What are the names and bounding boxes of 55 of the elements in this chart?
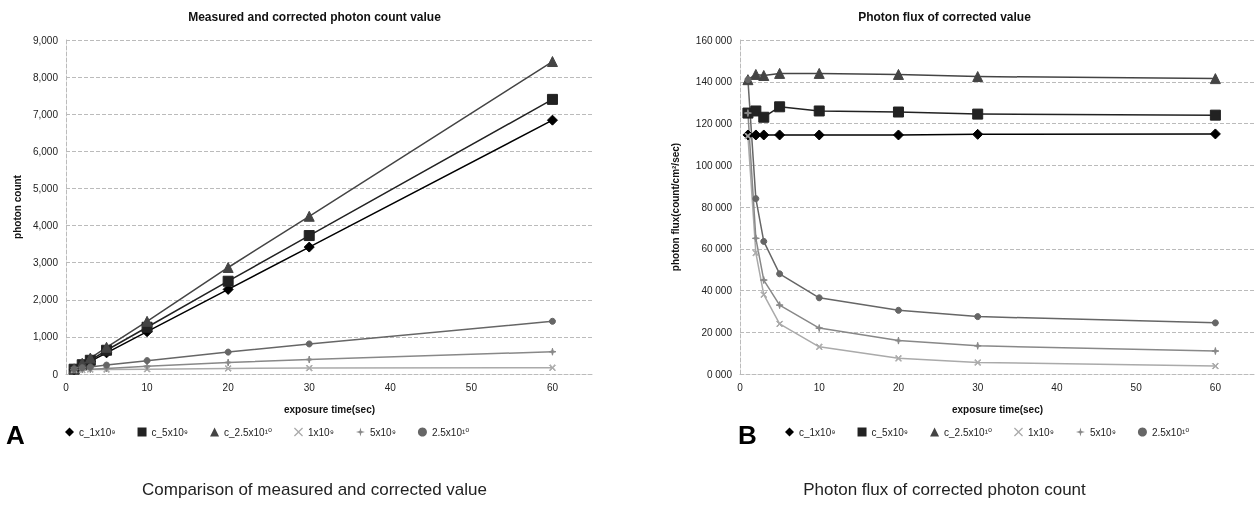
legend-label: c_1x10⁹ [79,426,116,438]
text: B [738,420,757,450]
y-tick-label: 2,000 [32,294,59,306]
legend-label: 1x10⁹ [1027,426,1054,438]
x-tick-label: 60 [1209,381,1222,393]
legend-label: c_5x10⁹ [871,426,909,438]
x-tick-label: 30 [303,381,316,393]
x-tick-label: 10 [813,381,826,393]
x-axis-title: exposure time(sec) [283,403,376,415]
y-axis-title: photon count [11,174,23,239]
y-tick-label: 140 000 [695,76,733,88]
legend-label: c_1x10⁹ [799,426,836,438]
text: A [6,420,25,450]
x-tick-label: 40 [1051,381,1063,393]
y-tick-label: 0 000 [706,368,733,380]
legend-label: 5x10⁹ [369,426,396,438]
y-tick-label: 7,000 [32,108,59,120]
y-tick-label: 40 000 [701,285,733,296]
y-tick-label: 20 000 [701,326,733,338]
y-tick-label: 80 000 [701,201,733,213]
x-tick-label: 60 [546,381,559,393]
x-tick-label: 20 [222,381,235,393]
x-tick-label: 30 [972,381,984,393]
legend-label: 5x10⁹ [1089,426,1116,438]
legend-label: c_5x10⁹ [151,426,189,438]
x-tick-label: 50 [465,381,478,393]
chart-title: Measured and corrected photon count value [188,10,442,24]
y-tick-label: 5,000 [32,182,59,194]
y-tick-label: 0 [52,368,59,380]
text: Photon flux of corrected photon count [803,480,1087,499]
y-tick-label: 9,000 [32,34,59,46]
x-tick-label: 20 [892,381,905,393]
y-tick-label: 6,000 [32,145,59,157]
x-tick-label: 0 [63,381,70,393]
y-tick-label: 8,000 [32,71,59,83]
legend-label: 2.5x10¹⁰ [1151,426,1190,438]
legend-label: c_2.5x10¹⁰ [224,426,272,438]
y-tick-label: 3,000 [32,257,59,269]
x-tick-label: 50 [1130,381,1143,393]
y-tick-label: 60 000 [701,243,733,255]
y-tick-label: 160 000 [695,34,733,46]
x-axis-title: exposure time(sec) [951,403,1044,415]
legend-label: 2.5x10¹⁰ [431,426,470,438]
y-axis-title: photon flux(count/cm²/sec) [669,142,681,272]
y-tick-label: 100 000 [695,159,733,171]
legend-label: c_2.5x10¹⁰ [944,426,992,438]
x-tick-label: 40 [384,381,397,393]
y-tick-label: 120 000 [695,118,733,129]
text: Comparison of measured and corrected value [142,480,487,499]
y-tick-label: 4,000 [32,220,59,232]
x-tick-label: 0 [737,381,744,393]
x-tick-label: 10 [141,381,154,393]
legend-label: 1x10⁹ [307,426,334,438]
chart-title: Photon flux of corrected value [858,10,1032,24]
y-tick-label: 1,000 [32,331,59,343]
